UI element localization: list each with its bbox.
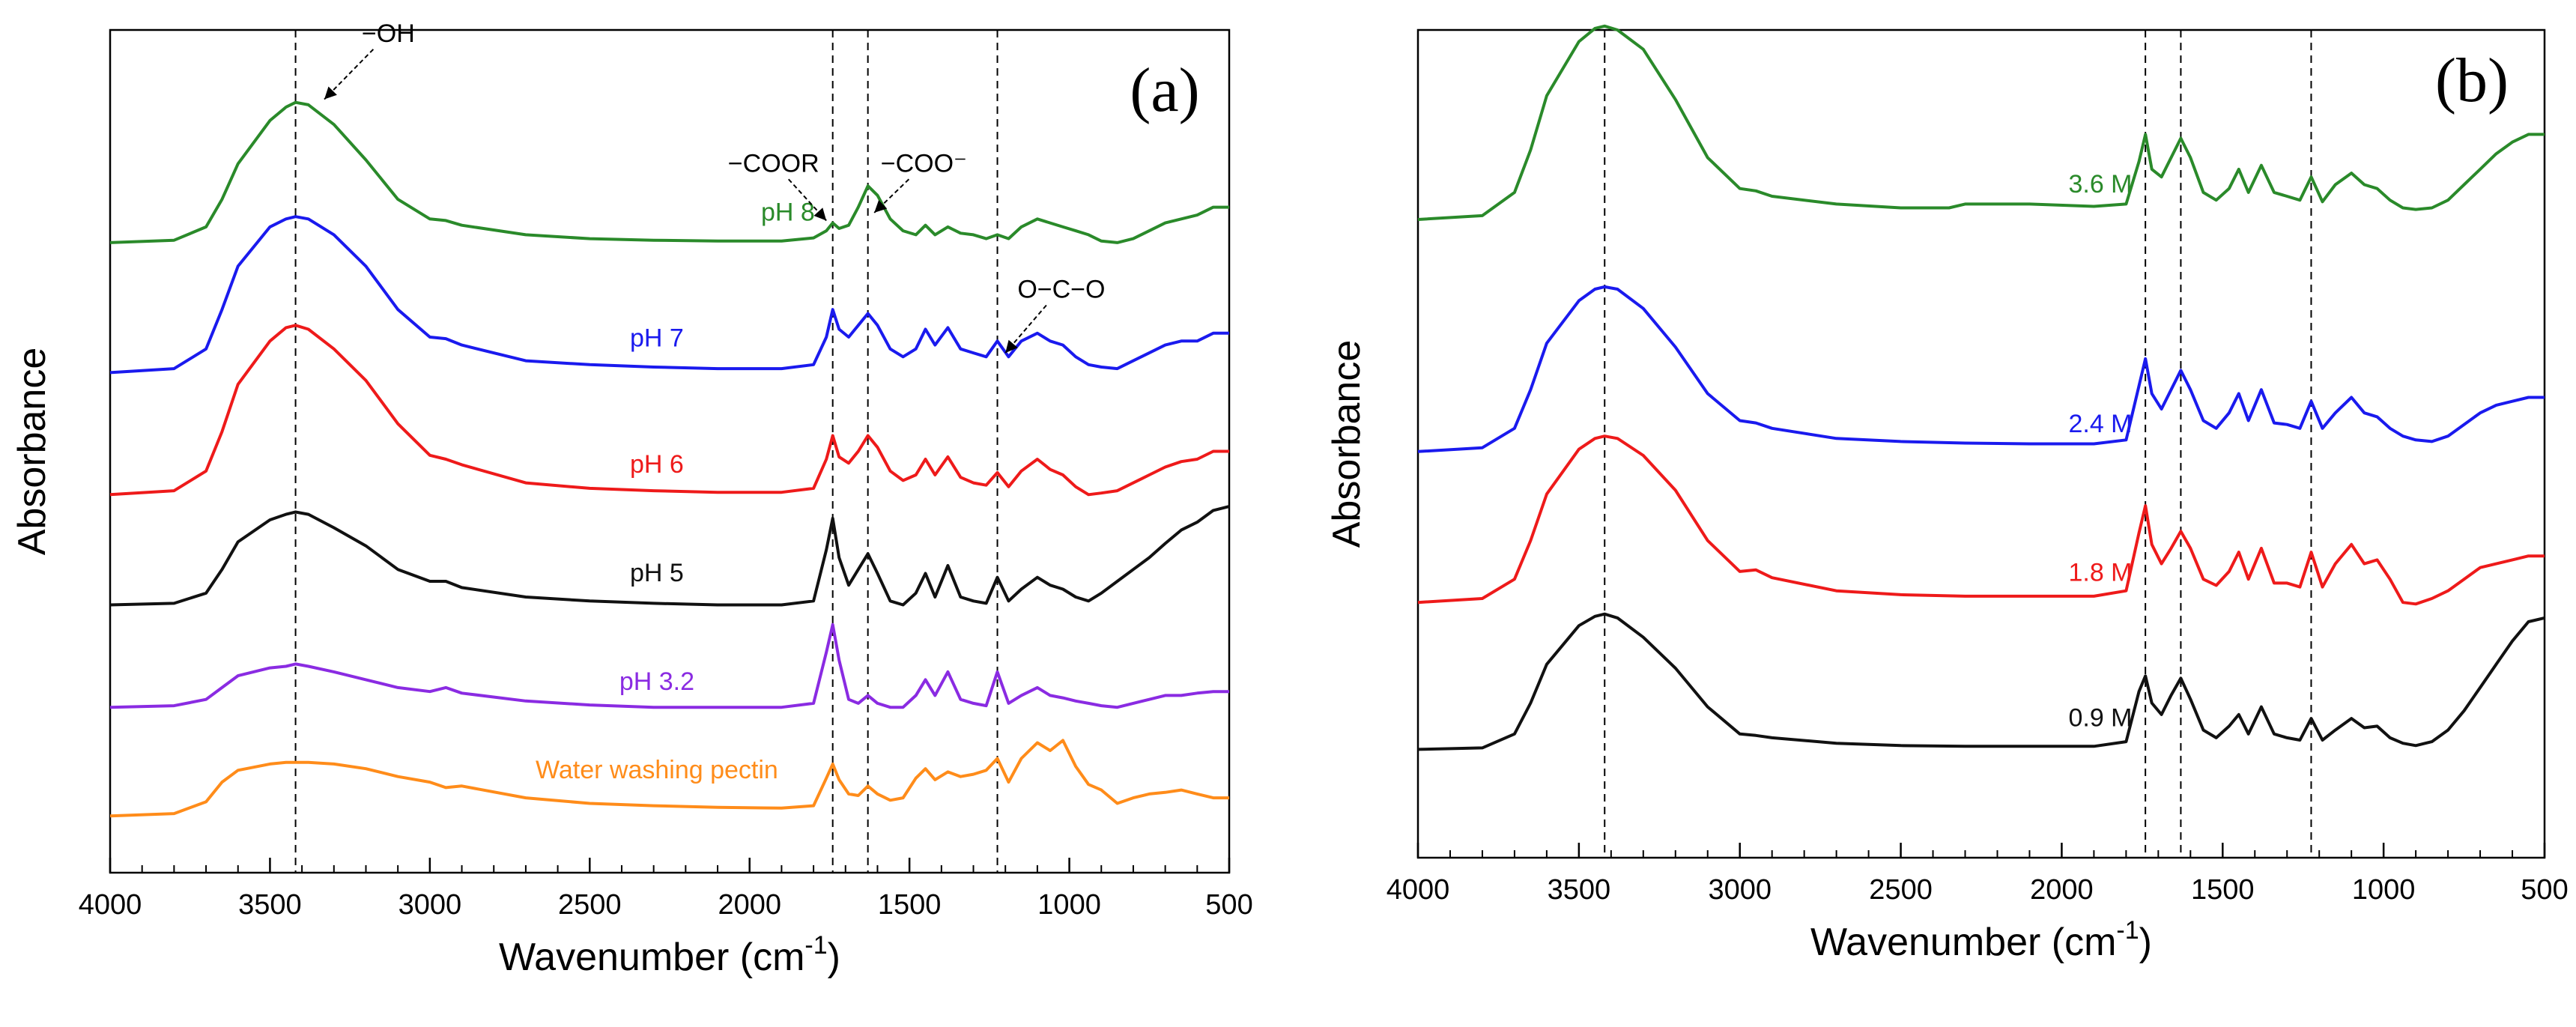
series-label: pH 5: [630, 559, 684, 587]
y-axis-label: Absorbance: [1325, 340, 1369, 548]
x-tick-label: 3000: [1708, 874, 1772, 906]
x-tick-label: 3500: [238, 889, 302, 921]
x-axis-label: Wavenumber (cm-1): [1810, 916, 2152, 964]
x-tick-label: 2000: [2030, 874, 2094, 906]
annotation-arrowhead: [874, 200, 888, 213]
annotation-arrow: [1004, 304, 1047, 354]
plot-frame: [1416, 28, 2546, 859]
x-tick-label: 2500: [558, 889, 622, 921]
series-label: 3.6 M: [2068, 170, 2132, 199]
annotation-arrowhead: [1005, 339, 1018, 354]
series-label: pH 8: [761, 198, 815, 226]
annotation-label: −COOR: [728, 149, 819, 178]
x-tick-label: 500: [2521, 874, 2568, 906]
series-line: [1417, 24, 2545, 221]
x-tick-label: 1500: [2191, 874, 2255, 906]
series-label: pH 7: [630, 324, 684, 353]
panel-a: 4000 3500 3000 2500 2000 1500 1000 500 Wavenumbe…: [10, 19, 1253, 979]
series-line: [109, 739, 1229, 818]
series-line: [1417, 285, 2545, 453]
x-tick-label: 1000: [2352, 874, 2416, 906]
panel-label: (a): [1130, 55, 1199, 125]
series-label: pH 6: [630, 450, 684, 479]
x-tick-label: 3000: [398, 889, 462, 921]
panel-label: (b): [2435, 46, 2509, 115]
annotation-arrow: [324, 49, 375, 100]
x-tick-label: 1000: [1037, 889, 1101, 921]
x-tick-label: 2000: [718, 889, 781, 921]
annotation-label: O−C−O: [1017, 275, 1105, 303]
annotation-arrowhead: [813, 207, 827, 221]
annotation-label: −COO⁻: [881, 149, 967, 178]
series-line: [1417, 434, 2545, 606]
series-label: pH 3.2: [619, 667, 694, 696]
series-label: 1.8 M: [2068, 558, 2132, 587]
series-line: [109, 622, 1229, 709]
panel-b: 4000 3500 3000 2500 2000 1500 1000 500 Wavenumbe…: [1325, 24, 2569, 964]
series-line: [109, 215, 1229, 375]
series-line: [109, 100, 1229, 244]
x-tick-label: 4000: [1387, 874, 1450, 906]
series-label: Water washing pectin: [536, 756, 778, 784]
x-axis-label: Wavenumber (cm-1): [499, 931, 840, 979]
annotation-arrowhead: [324, 86, 337, 100]
series-label: 0.9 M: [2068, 703, 2132, 732]
series-line: [109, 324, 1229, 497]
y-axis-label: Absorbance: [10, 348, 54, 556]
x-tick-label: 1500: [878, 889, 942, 921]
series-label: 2.4 M: [2068, 410, 2132, 438]
x-tick-label: 4000: [79, 889, 142, 921]
x-tick-label: 500: [1205, 889, 1252, 921]
series-line: [1417, 612, 2545, 751]
series-line: [109, 505, 1230, 607]
x-tick-label: 2500: [1869, 874, 1933, 906]
annotation-label: −OH: [362, 19, 415, 48]
x-tick-label: 3500: [1548, 874, 1611, 906]
